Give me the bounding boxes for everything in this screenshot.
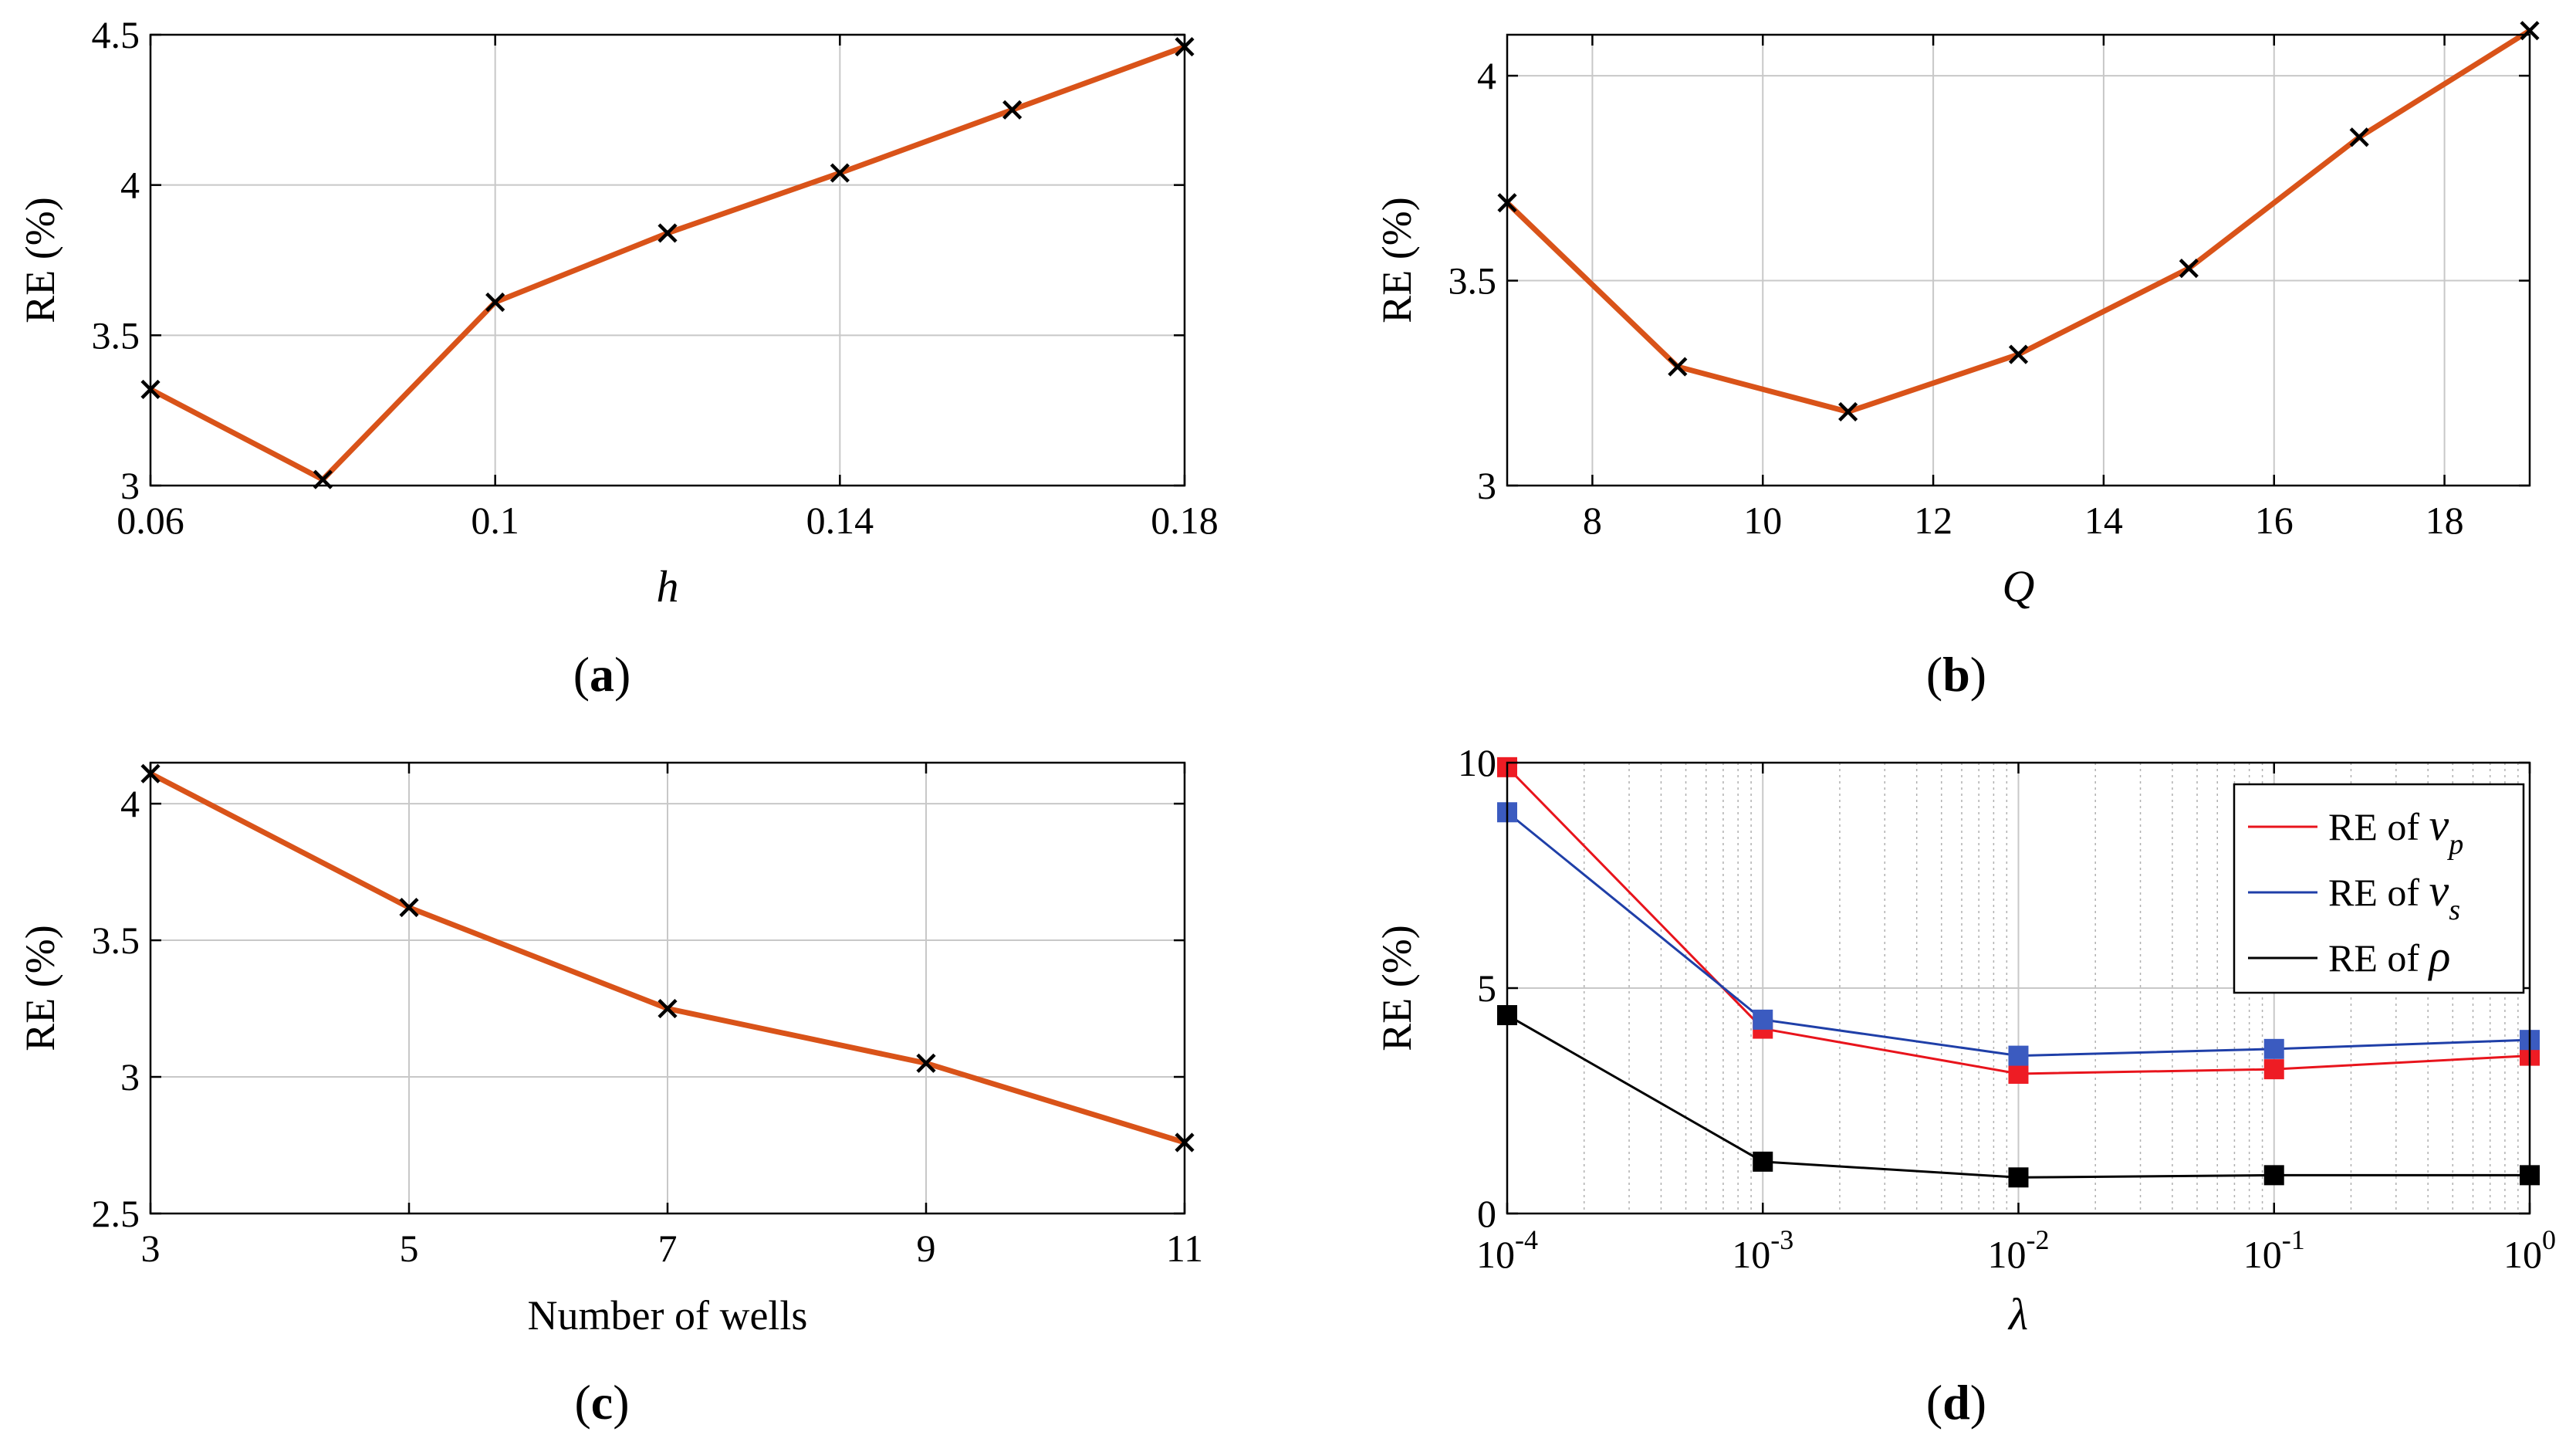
data-point-marker — [2008, 344, 2029, 364]
data-point-marker — [2008, 1045, 2029, 1066]
data-point-marker — [485, 292, 505, 313]
data-point-marker — [2008, 1063, 2029, 1084]
panel-label: (d) — [1926, 1375, 1986, 1430]
x-tick-label: 3 — [141, 1227, 161, 1270]
x-tick-label: 100 — [2503, 1224, 2556, 1276]
y-tick-label: 4 — [120, 164, 140, 207]
x-tick-label: 5 — [400, 1227, 419, 1270]
legend-entry: RE of ρ — [2328, 931, 2450, 981]
y-axis-label: RE (%) — [17, 197, 63, 323]
axes-frame — [149, 33, 1186, 487]
x-tick-label: 0.14 — [806, 499, 874, 542]
x-tick-label: 7 — [658, 1227, 678, 1270]
axes-frame — [1506, 33, 2531, 487]
data-point-marker — [1753, 1009, 1773, 1030]
x-tick-label: 14 — [2084, 499, 2123, 542]
panel-label: (c) — [574, 1375, 629, 1430]
y-tick-label: 2.5 — [92, 1192, 140, 1235]
panel-a: 0.06 0.1 0.14 0.18 3 3.5 4 4.5 h RE (%) (a) — [17, 13, 1219, 702]
y-tick-label: 3 — [120, 1055, 140, 1098]
y-tick-label: 3.5 — [92, 919, 140, 962]
data-point-marker — [2520, 21, 2540, 41]
data-point-marker — [1668, 357, 1688, 377]
data-point-marker — [2263, 1038, 2284, 1059]
panel-b: 8 10 12 14 16 18 3 3.5 4 Q RE (%) (b) — [1374, 21, 2540, 702]
y-axis-label: RE (%) — [17, 925, 63, 1051]
x-tick-label: 10-3 — [1732, 1224, 1793, 1276]
axes-frame — [1506, 761, 2531, 1215]
x-tick-label: 10-4 — [1476, 1224, 1538, 1276]
x-tick-label: 0.1 — [471, 499, 519, 542]
x-tick-label: 11 — [1166, 1227, 1203, 1270]
data-point-marker — [1838, 401, 1858, 422]
data-point-marker — [916, 1053, 936, 1073]
y-tick-label: 3.5 — [1449, 259, 1497, 303]
legend-entry: RE of vs — [2328, 865, 2460, 926]
x-tick-label: 0.06 — [117, 499, 184, 542]
x-tick-label: 16 — [2255, 499, 2294, 542]
data-point-marker — [2263, 1059, 2284, 1080]
x-tick-label: 0.18 — [1151, 499, 1219, 542]
plot-area — [1507, 35, 2530, 486]
x-tick-label: 8 — [1583, 499, 1602, 542]
x-axis-label: λ — [2007, 1289, 2028, 1339]
x-axis-label: h — [657, 561, 679, 611]
data-point-marker — [2349, 127, 2369, 147]
data-point-marker — [830, 163, 850, 183]
x-tick-label: 10-1 — [2243, 1224, 2305, 1276]
y-tick-label: 4 — [1477, 54, 1496, 97]
y-tick-label: 4 — [120, 782, 140, 825]
legend-entry: RE of vp — [2328, 800, 2463, 861]
panel-label: (a) — [573, 647, 631, 702]
x-tick-label: 9 — [917, 1227, 936, 1270]
y-tick-label: 10 — [1458, 741, 1496, 784]
data-point-marker — [1753, 1151, 1773, 1172]
axes-frame — [149, 761, 1186, 1215]
x-tick-label: 12 — [1914, 499, 1952, 542]
y-tick-label: 5 — [1477, 966, 1496, 1010]
data-point-marker — [399, 897, 419, 918]
data-point-marker — [2179, 259, 2199, 279]
y-tick-label: 3 — [120, 464, 140, 507]
y-tick-label: 4.5 — [92, 13, 140, 56]
data-point-marker — [2008, 1167, 2029, 1188]
x-tick-label: 10-2 — [1988, 1224, 2050, 1276]
panel-label: (b) — [1926, 647, 1986, 702]
x-axis-label: Number of wells — [528, 1292, 808, 1339]
x-axis-label: Q — [2003, 561, 2035, 611]
x-tick-label: 18 — [2426, 499, 2464, 542]
y-axis-label: RE (%) — [1374, 197, 1420, 323]
x-tick-label: 10 — [1743, 499, 1782, 542]
data-point-marker — [2263, 1165, 2284, 1186]
y-tick-label: 3 — [1477, 464, 1496, 507]
data-point-marker — [658, 223, 678, 243]
data-point-marker — [1002, 100, 1023, 120]
y-axis-label: RE (%) — [1374, 925, 1420, 1051]
data-point-marker — [658, 998, 678, 1019]
y-tick-label: 3.5 — [92, 313, 140, 357]
y-tick-label: 0 — [1477, 1192, 1496, 1235]
